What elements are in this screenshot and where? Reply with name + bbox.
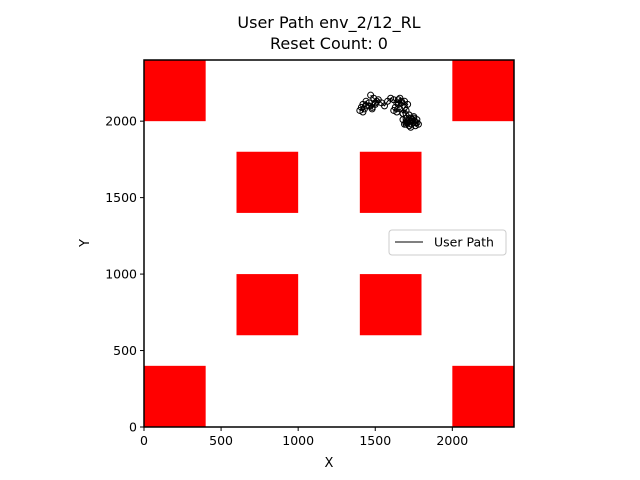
x-axis-label: X — [325, 456, 334, 471]
legend: User Path — [388, 229, 507, 256]
chart-title: User Path env_2/12_RL — [237, 13, 420, 33]
x-tick-label: 500 — [209, 433, 233, 448]
chart-subtitle: Reset Count: 0 — [270, 34, 388, 53]
y-axis-ticks: 0 500 1000 1500 2000 — [105, 114, 144, 435]
obstacle-rect — [236, 151, 299, 213]
x-tick-label: 1000 — [282, 433, 314, 448]
y-tick-label: 500 — [113, 343, 137, 358]
obstacle-rect — [359, 274, 422, 336]
obstacle-rect — [359, 151, 422, 213]
user-path-point — [356, 106, 364, 114]
x-tick-label: 2000 — [436, 433, 468, 448]
user-path-point — [410, 114, 418, 122]
obstacle-rect — [144, 365, 206, 427]
user-path-series — [356, 91, 422, 131]
obstacle-rect — [144, 60, 206, 122]
x-axis-ticks: 0 500 1000 1500 2000 — [140, 427, 468, 448]
legend-box — [388, 229, 507, 256]
y-axis-label: Y — [78, 239, 93, 248]
legend-entry-user-path: User Path — [434, 235, 494, 250]
obstacle-rect — [236, 274, 299, 336]
x-tick-label: 1500 — [359, 433, 391, 448]
y-tick-label: 1000 — [105, 267, 137, 282]
user-path-point — [402, 120, 410, 128]
obstacle-layer — [144, 60, 514, 427]
obstacle-rect — [452, 365, 514, 427]
obstacle-rect — [452, 60, 514, 122]
plot-frame — [143, 59, 515, 428]
y-tick-label: 2000 — [105, 114, 137, 129]
y-tick-label: 1500 — [105, 190, 137, 205]
user-path-point — [394, 96, 402, 104]
user-path-point — [368, 105, 376, 113]
x-tick-label: 0 — [140, 433, 148, 448]
y-tick-label: 0 — [129, 420, 137, 435]
